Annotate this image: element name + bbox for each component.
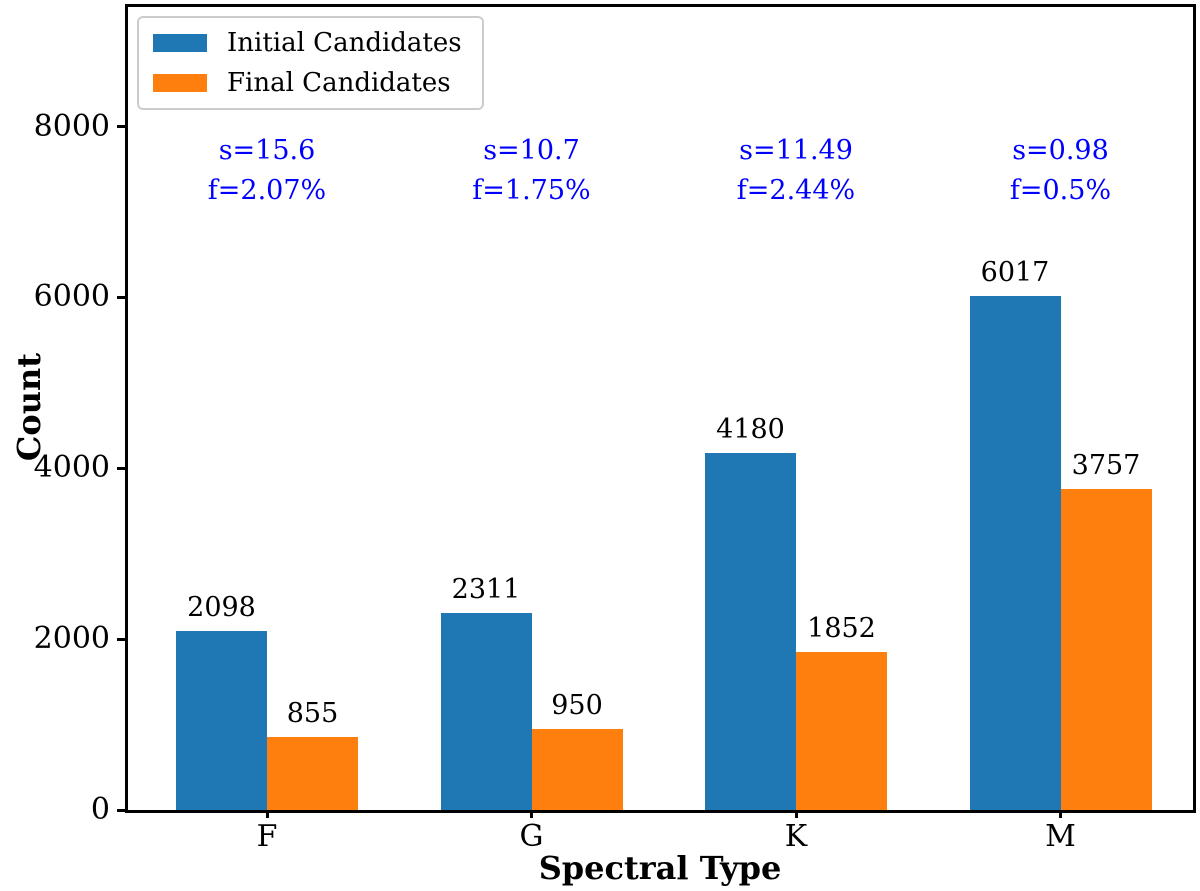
x-tick-label-M: M — [1045, 819, 1076, 854]
bar-value-initial-candidates-M: 6017 — [980, 257, 1050, 288]
legend-swatch-initial-candidates-icon — [153, 34, 207, 52]
y-tick-mark-2000 — [117, 637, 125, 641]
bar-initial-candidates-K — [705, 453, 796, 810]
y-tick-mark-4000 — [117, 466, 125, 470]
annotation-line: s=11.49 — [739, 135, 853, 166]
x-tick-mark-M — [1059, 810, 1062, 818]
annotation-line: f=0.5% — [1009, 175, 1112, 206]
y-tick-mark-0 — [117, 808, 125, 812]
x-tick-mark-G — [530, 810, 533, 818]
bar-value-final-candidates-M: 3757 — [1071, 450, 1141, 481]
x-tick-label-G: G — [519, 819, 544, 854]
bar-initial-candidates-M — [969, 296, 1061, 810]
bar-initial-candidates-F — [176, 631, 267, 810]
annotation-F: s=15.6 f=2.07% — [157, 131, 377, 211]
x-axis-label: Spectral Type — [538, 849, 782, 887]
annotation-line: s=0.98 — [1012, 135, 1109, 166]
bar-final-candidates-M — [1060, 489, 1152, 810]
bar-value-final-candidates-G: 950 — [551, 690, 603, 721]
annotation-K: s=11.49 f=2.44% — [686, 131, 906, 211]
annotation-line: f=1.75% — [472, 175, 591, 206]
bar-final-candidates-K — [796, 652, 887, 810]
annotation-line: s=15.6 — [218, 135, 316, 166]
y-tick-label-8000: 8000 — [33, 108, 110, 144]
y-tick-label-6000: 6000 — [33, 279, 110, 315]
y-axis-label: Count — [10, 352, 48, 462]
annotation-line: f=2.44% — [736, 175, 856, 206]
legend-item-final-candidates: Final Candidates — [153, 67, 462, 99]
annotation-M: s=0.98 f=0.5% — [951, 131, 1171, 211]
bar-value-initial-candidates-G: 2311 — [451, 574, 521, 605]
bar-initial-candidates-G — [440, 613, 532, 810]
bar-value-initial-candidates-F: 2098 — [187, 592, 256, 623]
ticks-layer: F G K M 0 2000 4000 6000 8000 — [34, 7, 1193, 854]
x-tick-label-K: K — [784, 819, 808, 854]
bar-value-final-candidates-F: 855 — [286, 698, 339, 729]
x-tick-mark-F — [265, 810, 269, 818]
y-tick-label-4000: 4000 — [33, 450, 110, 486]
bars-layer: 2098 855 2311 950 4180 1852 6017 3757 — [128, 7, 1193, 810]
bar-value-initial-candidates-K: 4180 — [716, 414, 785, 445]
legend-label-final-candidates: Final Candidates — [227, 68, 451, 98]
legend-swatch-final-candidates-icon — [153, 74, 207, 92]
bar-final-candidates-G — [531, 729, 623, 810]
annotations-layer: s=15.6 f=2.07% s=10.7 f=1.75% s=11.49 f=2.44%… — [128, 7, 1193, 810]
plot-area: 2098 855 2311 950 4180 1852 6017 3757 F G K M 0 2000… — [34, 4, 1196, 854]
x-tick-label-F: F — [256, 819, 278, 854]
y-tick-label-0: 0 — [90, 792, 110, 827]
y-tick-mark-8000 — [117, 125, 125, 129]
legend-label-initial-candidates: Initial Candidates — [227, 28, 462, 58]
annotation-line: s=10.7 — [483, 135, 580, 166]
annotation-line: f=2.07% — [207, 175, 327, 206]
legend: Initial Candidates Final Candidates — [137, 16, 484, 110]
bar-final-candidates-F — [267, 737, 358, 810]
y-tick-label-2000: 2000 — [33, 621, 110, 657]
legend-item-initial-candidates: Initial Candidates — [153, 27, 462, 59]
y-tick-mark-6000 — [117, 295, 125, 299]
annotation-G: s=10.7 f=1.75% — [422, 131, 642, 211]
bar-value-final-candidates-K: 1852 — [807, 613, 876, 644]
x-tick-mark-K — [794, 810, 798, 818]
